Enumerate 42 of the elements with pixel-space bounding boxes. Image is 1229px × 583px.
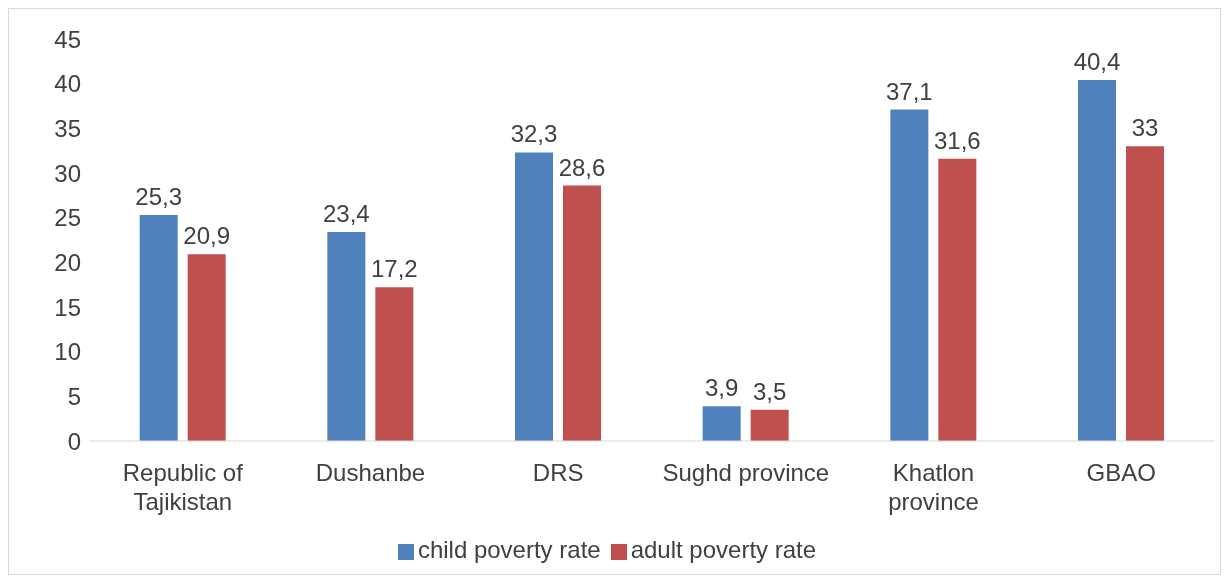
y-tick-label: 5: [67, 382, 81, 410]
bar: [515, 152, 553, 441]
x-tick-label: Khatlon province: [888, 459, 979, 515]
data-label: 40,4: [1073, 48, 1121, 76]
data-label: 32,3: [510, 120, 558, 148]
y-tick-label: 10: [54, 338, 81, 366]
bar: [938, 158, 977, 441]
bar: [750, 409, 789, 441]
bar: [1126, 146, 1164, 441]
y-tick-label: 30: [54, 159, 81, 187]
y-tick-label: 15: [54, 293, 81, 321]
legend-label: adult poverty rate: [630, 536, 817, 563]
data-label: 3,5: [752, 377, 787, 405]
x-tick-label: Dushanbe: [315, 459, 426, 486]
bar: [375, 287, 414, 441]
y-tick-label: 45: [54, 25, 81, 53]
bar: [139, 214, 178, 441]
data-label: 20,9: [183, 222, 231, 250]
data-label: 33: [1131, 114, 1159, 142]
data-label: 23,4: [322, 199, 370, 227]
bar: [327, 231, 366, 441]
legend-label: child poverty rate: [417, 536, 601, 563]
data-label: 3,9: [704, 374, 739, 402]
data-label: 17,2: [370, 255, 418, 283]
y-tick-label: 40: [54, 70, 81, 98]
data-label: 31,6: [933, 126, 981, 154]
x-tick-label: Republic of Tajikistan: [122, 459, 244, 515]
y-tick-label: 35: [54, 114, 81, 142]
bar: [187, 254, 226, 441]
data-label: 28,6: [558, 153, 606, 181]
x-tick-label: DRS: [532, 459, 584, 486]
x-tick-label: GBAO: [1086, 459, 1156, 486]
bar: [1078, 80, 1116, 441]
y-tick-label: 0: [67, 427, 81, 455]
x-tick-label: Sughd province: [662, 459, 830, 486]
bar: [702, 406, 741, 441]
data-label: 25,3: [135, 182, 183, 210]
y-tick-label: 20: [54, 248, 81, 276]
bar: [563, 185, 601, 441]
y-tick-label: 25: [54, 204, 81, 232]
bar: [890, 109, 929, 441]
data-label: 37,1: [885, 77, 933, 105]
